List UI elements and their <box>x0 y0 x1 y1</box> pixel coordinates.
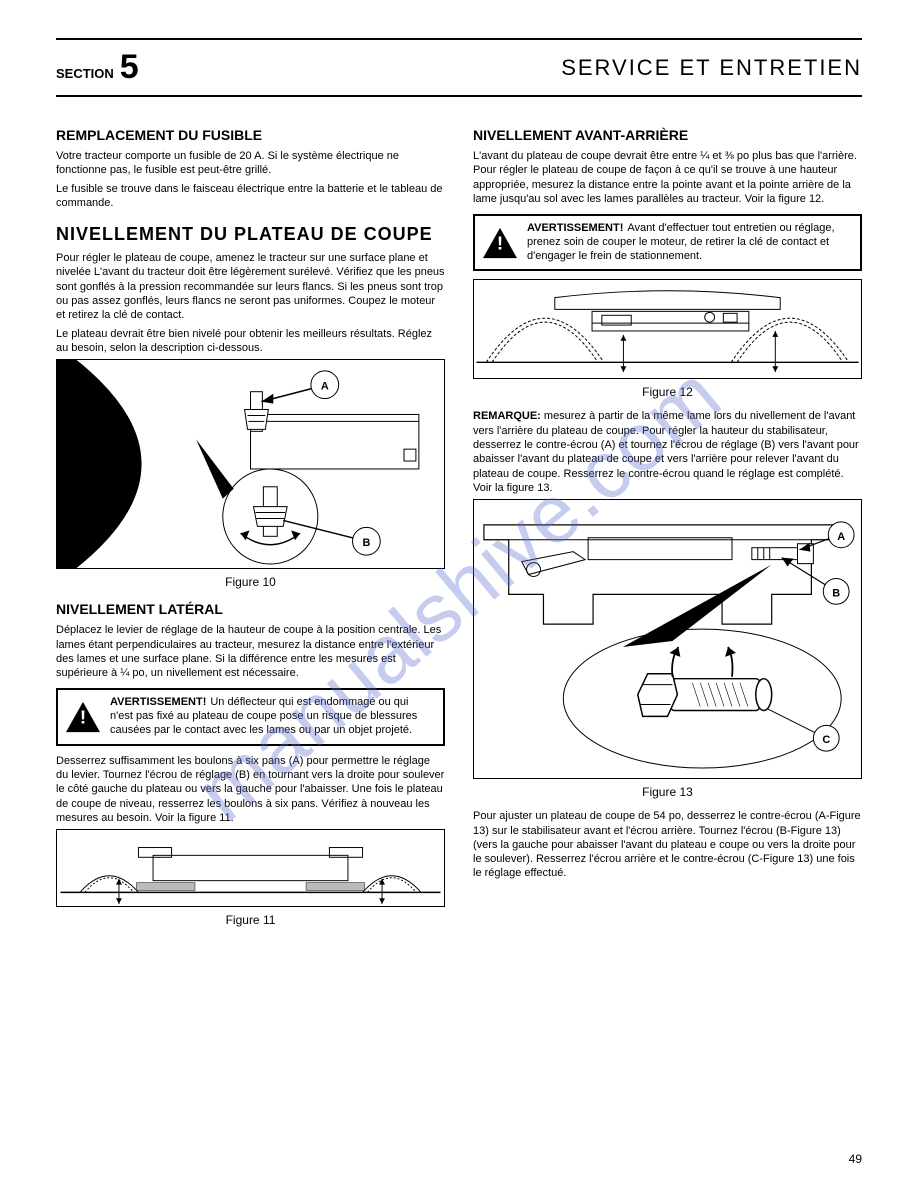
para: Pour régler le plateau de coupe, amenez … <box>56 251 445 322</box>
figure-11 <box>56 829 445 907</box>
page-title: SERVICE ET ENTRETIEN <box>561 55 862 81</box>
heading-frontrear: NIVELLEMENT AVANT-ARRIÈRE <box>473 127 862 143</box>
page-header: SECTION 5 SERVICE ET ENTRETIEN <box>56 38 862 97</box>
right-column: NIVELLEMENT AVANT-ARRIÈRE L'avant du pla… <box>473 115 862 937</box>
page-number: 49 <box>849 1152 862 1166</box>
figure-10-caption: Figure 10 <box>56 575 445 589</box>
callout-b-label: B <box>362 537 370 549</box>
warning-box-service: ! AVERTISSEMENT!Avant d'effectuer tout e… <box>473 214 862 271</box>
figure-12 <box>473 279 862 379</box>
para: Le plateau devrait être bien nivelé pour… <box>56 327 445 356</box>
para: Votre tracteur comporte un fusible de 20… <box>56 149 445 178</box>
para: Le fusible se trouve dans le faisceau él… <box>56 182 445 211</box>
para: Déplacez le levier de réglage de la haut… <box>56 623 445 680</box>
left-column: REMPLACEMENT DU FUSIBLE Votre tracteur c… <box>56 115 445 937</box>
section-number: 5 <box>120 48 139 87</box>
warning-text: AVERTISSEMENT!Avant d'effectuer tout ent… <box>527 222 850 263</box>
figure-13-caption: Figure 13 <box>473 785 862 799</box>
svg-text:!: ! <box>80 708 86 729</box>
callout-c-label: C <box>822 734 830 746</box>
callout-a-label: A <box>837 531 845 543</box>
para: Desserrez suffisamment les boulons à six… <box>56 754 445 825</box>
para: Pour ajuster un plateau de coupe de 54 p… <box>473 809 862 880</box>
figure-11-caption: Figure 11 <box>56 913 445 927</box>
section-label: SECTION <box>56 66 114 81</box>
heading-fuse: REMPLACEMENT DU FUSIBLE <box>56 127 445 143</box>
warning-icon: ! <box>64 700 102 734</box>
figure-12-caption: Figure 12 <box>473 385 862 399</box>
figure-13: A B <box>473 499 862 779</box>
section-block: SECTION 5 <box>56 48 139 87</box>
figure-10: A B <box>56 359 445 569</box>
callout-a-label: A <box>321 381 329 393</box>
warning-icon: ! <box>481 226 519 260</box>
note-para: REMARQUE: mesurez à partir de la même la… <box>473 409 862 495</box>
warning-box-blade: ! AVERTISSEMENT!Un déflecteur qui est en… <box>56 688 445 745</box>
para: L'avant du plateau de coupe devrait être… <box>473 149 862 206</box>
warning-text: AVERTISSEMENT!Un déflecteur qui est endo… <box>110 696 433 737</box>
callout-b-label: B <box>832 588 840 600</box>
heading-leveling: NIVELLEMENT DU PLATEAU DE COUPE <box>56 224 445 245</box>
heading-lateral: NIVELLEMENT LATÉRAL <box>56 601 445 617</box>
svg-text:!: ! <box>497 233 503 254</box>
